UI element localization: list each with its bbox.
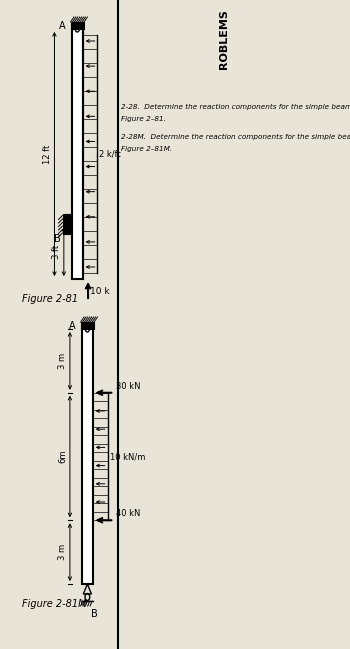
Text: 30 kN: 30 kN (116, 382, 140, 391)
Text: Figure 2-81: Figure 2-81 (22, 294, 78, 304)
Text: A: A (58, 21, 65, 31)
Text: 6m: 6m (58, 450, 67, 463)
Text: Figure 2-81M: Figure 2-81M (21, 599, 86, 609)
Text: Figure 2–81.: Figure 2–81. (121, 116, 166, 122)
Text: A: A (69, 321, 75, 331)
Text: ROBLEMS: ROBLEMS (218, 9, 229, 69)
Text: 3 m: 3 m (58, 544, 67, 560)
Bar (63, 214, 71, 234)
Text: B: B (54, 234, 61, 244)
Text: 10 kN/m: 10 kN/m (110, 452, 145, 461)
Bar (82, 329, 93, 584)
Text: 2 k/ft: 2 k/ft (99, 149, 121, 158)
Text: 10 k: 10 k (90, 286, 110, 295)
Text: B: B (91, 609, 98, 619)
Text: 3 ft: 3 ft (52, 245, 61, 258)
Text: 2-28.  Determine the reaction components for the simple beam of: 2-28. Determine the reaction components … (121, 104, 350, 110)
Bar (80, 322, 94, 329)
Text: 2-28M.  Determine the reaction components for the simple beam of: 2-28M. Determine the reaction components… (121, 134, 350, 140)
Text: 40 kN: 40 kN (116, 509, 140, 519)
Bar (71, 22, 84, 29)
Bar (72, 29, 83, 279)
Text: 3 m: 3 m (58, 353, 67, 369)
Text: Figure 2–81M.: Figure 2–81M. (121, 146, 172, 152)
Text: 12 ft: 12 ft (43, 144, 52, 164)
